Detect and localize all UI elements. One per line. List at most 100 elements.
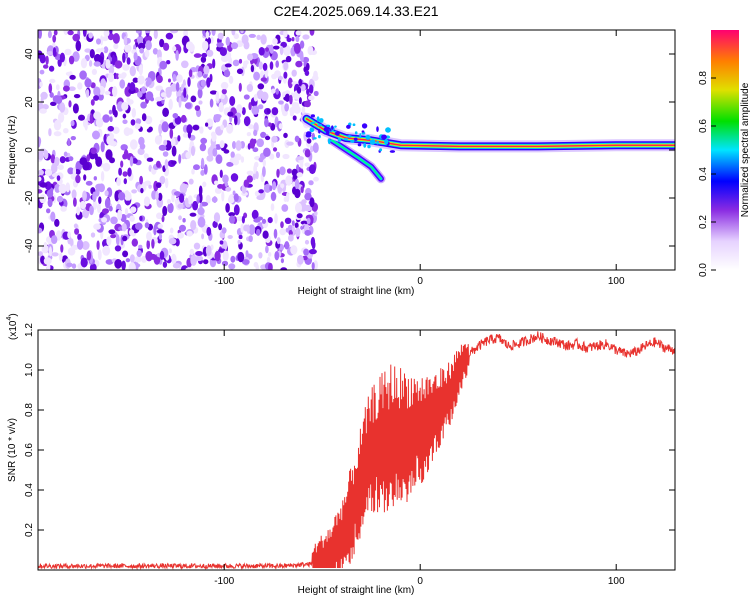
noise-blob <box>153 30 158 40</box>
noise-blob <box>265 47 269 52</box>
noise-blob <box>202 181 207 188</box>
noise-blob <box>263 183 272 193</box>
noise-blob <box>175 50 179 61</box>
noise-blob <box>220 124 225 131</box>
noise-blob <box>122 119 128 125</box>
noise-blob <box>307 45 314 56</box>
noise-blob <box>278 123 283 130</box>
signal-speckle <box>335 131 340 136</box>
noise-blob <box>184 197 189 207</box>
spectrogram-ytick-label: 0 <box>24 147 35 153</box>
noise-blob <box>222 250 229 261</box>
noise-blob <box>114 190 120 202</box>
noise-blob <box>181 83 185 92</box>
signal-speckle <box>317 123 322 127</box>
noise-blob <box>243 116 251 127</box>
snr-ytick-label: 1.0 <box>24 363 35 377</box>
signal-speckle <box>337 137 342 142</box>
noise-blob <box>151 190 157 200</box>
noise-blob <box>46 189 54 198</box>
noise-blob <box>299 40 305 49</box>
noise-blob <box>296 156 304 161</box>
noise-blob <box>228 212 236 217</box>
noise-blob <box>283 30 288 38</box>
signal-speckle <box>310 121 316 124</box>
noise-blob <box>113 43 119 50</box>
noise-blob <box>134 256 142 263</box>
noise-blob <box>38 251 43 257</box>
noise-blob <box>287 224 293 231</box>
noise-blob <box>73 197 77 207</box>
noise-blob <box>192 200 199 211</box>
noise-blob <box>275 88 280 95</box>
noise-blob <box>83 174 87 181</box>
noise-blob <box>266 256 271 264</box>
spectrogram-ytick-label: -20 <box>24 190 35 205</box>
noise-blob <box>284 103 289 112</box>
noise-blob <box>267 122 272 127</box>
noise-blob <box>168 98 173 110</box>
noise-blob <box>114 245 122 252</box>
noise-blob <box>119 79 126 89</box>
noise-blob <box>295 227 301 237</box>
noise-blob <box>156 160 161 168</box>
noise-blob <box>118 167 122 176</box>
noise-blob <box>107 33 114 41</box>
noise-blob <box>152 48 158 55</box>
noise-blob <box>145 40 152 51</box>
noise-blob <box>166 60 171 65</box>
noise-blob <box>195 255 204 262</box>
noise-blob <box>310 145 314 153</box>
noise-blob <box>140 187 144 194</box>
noise-blob <box>189 248 194 256</box>
noise-blob <box>129 254 135 263</box>
noise-blob <box>162 151 169 157</box>
snr-ytick-label: 0.4 <box>24 483 35 497</box>
noise-blob <box>53 131 62 137</box>
noise-blob <box>144 222 150 229</box>
noise-blob <box>224 63 232 68</box>
noise-blob <box>109 30 113 34</box>
noise-blob <box>139 47 145 54</box>
noise-blob <box>93 223 101 230</box>
noise-blob <box>47 30 52 39</box>
noise-blob <box>75 40 82 52</box>
signal-speckle <box>331 125 334 130</box>
noise-blob <box>197 71 203 78</box>
noise-blob <box>246 224 250 234</box>
signal-speckle <box>319 118 324 123</box>
noise-blob <box>233 204 240 216</box>
noise-blob <box>198 100 203 105</box>
noise-blob <box>111 54 116 66</box>
noise-blob <box>260 131 267 138</box>
noise-blob <box>214 180 218 185</box>
noise-blob <box>229 96 236 106</box>
noise-blob <box>285 175 293 186</box>
noise-blob <box>168 237 177 245</box>
noise-blob <box>155 190 159 201</box>
noise-blob <box>181 60 189 69</box>
noise-blob <box>157 223 164 229</box>
noise-blob <box>51 163 58 173</box>
signal-speckle <box>326 124 331 128</box>
noise-blob <box>104 190 109 197</box>
noise-blob <box>158 144 167 151</box>
noise-blob <box>89 49 95 59</box>
noise-blob <box>270 203 275 212</box>
noise-blob <box>143 196 151 207</box>
noise-blob <box>110 216 118 225</box>
noise-blob <box>182 184 189 189</box>
noise-blob <box>205 245 212 257</box>
noise-blob <box>85 180 93 186</box>
noise-blob <box>230 42 239 50</box>
noise-blob <box>273 45 280 50</box>
noise-blob <box>233 33 239 40</box>
noise-blob <box>48 246 53 257</box>
noise-blob <box>126 97 131 103</box>
noise-blob <box>271 88 276 94</box>
noise-blob <box>79 70 87 80</box>
noise-blob <box>45 55 49 65</box>
noise-blob <box>291 220 295 227</box>
noise-blob <box>229 115 233 123</box>
noise-blob <box>82 30 87 37</box>
